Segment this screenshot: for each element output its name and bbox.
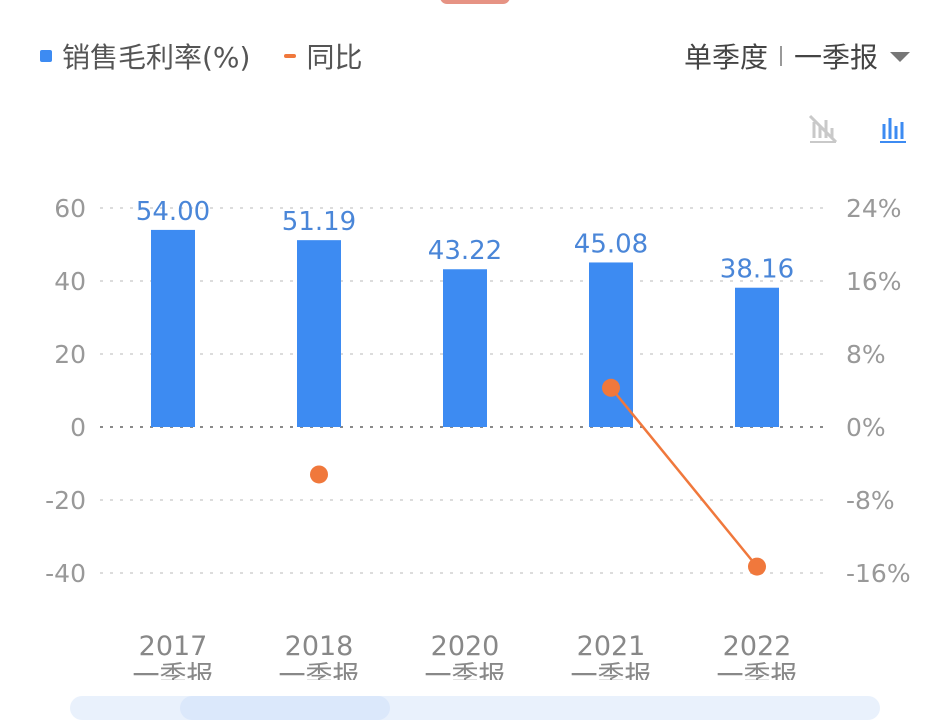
bar-swatch-icon: [40, 50, 52, 62]
bar[interactable]: [297, 240, 341, 427]
bars: [151, 229, 779, 427]
report-type-value: 一季报: [793, 41, 878, 74]
y-tick-label: 20: [54, 340, 86, 369]
y2-tick-label: 16%: [846, 267, 902, 296]
legend-item-bar[interactable]: 销售毛利率(%): [40, 36, 250, 76]
line-point[interactable]: [310, 465, 328, 484]
bottom-panel-accent: [180, 696, 390, 720]
bar[interactable]: [151, 229, 195, 427]
bar[interactable]: [443, 269, 487, 427]
y-tick-label: 40: [54, 267, 86, 296]
x-tick-label: 2020 一季报: [425, 631, 506, 680]
chart-header: 销售毛利率(%) 同比 单季度 一季报: [40, 28, 910, 84]
bar[interactable]: [735, 287, 779, 427]
chart-type-toggle: [806, 112, 910, 146]
y-tick-label: 0: [70, 413, 86, 442]
line-point[interactable]: [748, 557, 766, 576]
period-controls: 单季度 一季报: [684, 36, 910, 76]
gross-margin-chart: 60 40 20 0 -20 -40 24% 16% 8% 0% -8% -16% 54.00 51.…: [45, 194, 911, 680]
x-axis: 2017 一季报 2018 一季报 2020 一季报 2021 一季报 2022 一季报: [133, 631, 798, 680]
legend-bar-label: 销售毛利率(%): [62, 41, 251, 74]
x-tick-label: 2017 一季报: [133, 631, 214, 680]
bar-data-labels: 54.00 51.19 43.22 45.08 38.16: [136, 197, 794, 285]
bar-value-label: 38.16: [720, 255, 794, 285]
left-axis: 60 40 20 0 -20 -40: [45, 194, 86, 588]
right-axis: 24% 16% 8% 0% -8% -16%: [846, 194, 911, 588]
bar-value-label: 45.08: [574, 229, 648, 259]
y2-tick-label: 8%: [846, 340, 886, 369]
grid: [100, 207, 830, 574]
y2-tick-label: 0%: [846, 413, 886, 442]
y-tick-label: -20: [45, 486, 86, 515]
line-swatch-icon: [284, 54, 297, 58]
x-tick-label: 2022 一季报: [717, 631, 798, 680]
divider: [779, 46, 782, 66]
period-mode-button[interactable]: 单季度: [683, 41, 768, 74]
bar-value-label: 43.22: [428, 236, 502, 266]
y-tick-label: -40: [45, 559, 86, 588]
bar-chart-icon[interactable]: [876, 112, 910, 146]
line-chart-off-icon[interactable]: [806, 112, 840, 146]
bottom-panel-edge: [70, 696, 880, 720]
legend-item-line[interactable]: 同比: [284, 36, 362, 76]
chevron-down-icon: [890, 52, 910, 62]
bar-value-label: 51.19: [282, 207, 356, 237]
report-type-dropdown[interactable]: 一季报: [794, 36, 910, 76]
bar[interactable]: [589, 262, 633, 427]
line-point[interactable]: [602, 378, 620, 397]
y2-tick-label: 24%: [846, 194, 902, 223]
y-tick-label: 60: [54, 194, 86, 223]
line-segment: [610, 386, 758, 568]
legend-line-label: 同比: [306, 41, 363, 74]
yoy-line: [310, 378, 766, 576]
x-tick-label: 2021 一季报: [571, 631, 652, 680]
top-fragment: [440, 0, 510, 4]
x-tick-label: 2018 一季报: [279, 631, 360, 680]
y2-tick-label: -16%: [846, 559, 911, 588]
bar-value-label: 54.00: [136, 197, 210, 227]
y2-tick-label: -8%: [846, 486, 895, 515]
legend: 销售毛利率(%) 同比: [40, 36, 362, 76]
